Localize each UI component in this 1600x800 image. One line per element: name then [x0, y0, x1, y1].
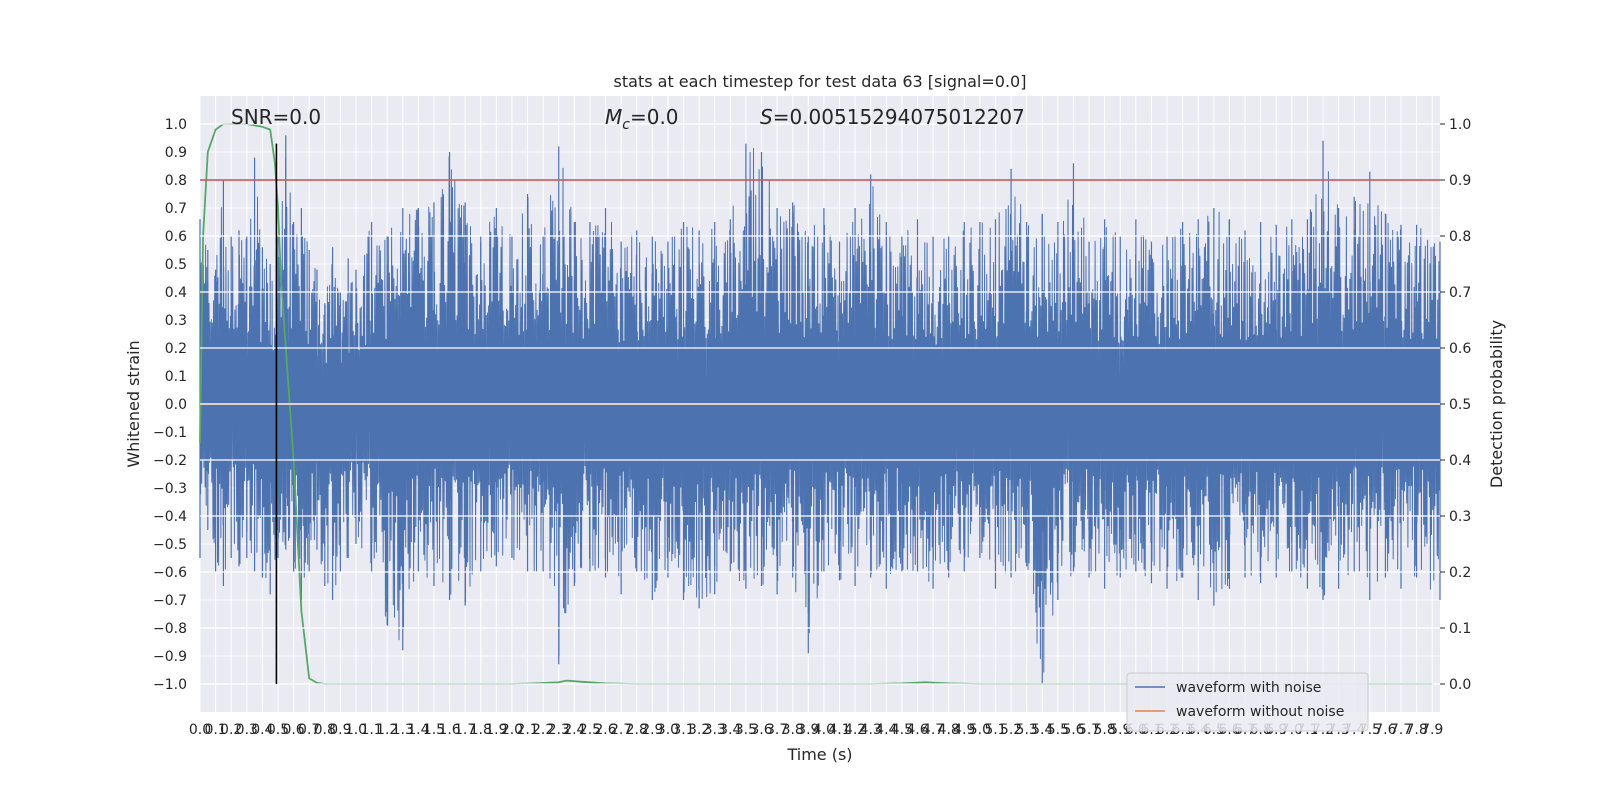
- x-axis-label: Time (s): [786, 745, 852, 764]
- y-right-tick-label: 0.5: [1449, 397, 1471, 413]
- y-tick-label: 0.8: [165, 173, 187, 189]
- y-tick-label: 0.6: [165, 229, 187, 245]
- y-tick-label: 0.3: [165, 313, 187, 329]
- y-right-tick-label: 0.0: [1449, 677, 1471, 693]
- y-right-tick-label: 1.0: [1449, 117, 1471, 133]
- y-tick-label: −0.9: [153, 649, 187, 665]
- y-tick-label: 0.7: [165, 201, 187, 217]
- y-right-tick-label: 0.6: [1449, 341, 1471, 357]
- s-value: =0.00515294075012207: [773, 105, 1025, 129]
- y-right-tick-label: 0.1: [1449, 621, 1471, 637]
- legend: waveform with noise waveform without noi…: [1127, 673, 1368, 731]
- y-tick-label: −0.2: [153, 453, 187, 469]
- y-axis-label: Whitened strain: [124, 340, 143, 467]
- y-right-tick-label: 0.2: [1449, 565, 1471, 581]
- snr-annotation: SNR=0.0: [231, 105, 321, 129]
- chirp-mass-symbol: M: [605, 105, 622, 129]
- y-right-axis-label: Detection probability: [1487, 320, 1506, 488]
- y-tick-label: −0.4: [153, 509, 187, 525]
- legend-label-with-noise: waveform with noise: [1176, 680, 1321, 696]
- y-tick-label: −0.6: [153, 565, 187, 581]
- y-tick-label: 1.0: [165, 117, 187, 133]
- chirp-mass-annotation: Mc=0.0: [605, 105, 679, 133]
- y-tick-label: −0.5: [153, 537, 187, 553]
- y-tick-label: 0.2: [165, 341, 187, 357]
- chirp-mass-value: =0.0: [630, 105, 679, 129]
- y-tick-label: 0.5: [165, 257, 187, 273]
- y-right-tick-label: 0.9: [1449, 173, 1471, 189]
- y-tick-label: 0.0: [165, 397, 187, 413]
- y-tick-label: −0.1: [153, 425, 187, 441]
- y-tick-label: 0.4: [165, 285, 187, 301]
- s-symbol: S: [760, 105, 773, 129]
- y-right-tick-label: 0.3: [1449, 509, 1471, 525]
- y-right-tick-label: 0.7: [1449, 285, 1471, 301]
- legend-label-without-noise: waveform without noise: [1176, 704, 1344, 720]
- y-tick-label: 0.9: [165, 145, 187, 161]
- y-tick-label: −0.3: [153, 481, 187, 497]
- y-tick-label: −1.0: [153, 677, 187, 693]
- y-tick-label: −0.7: [153, 593, 187, 609]
- s-annotation: S=0.00515294075012207: [760, 105, 1025, 129]
- chart-title: stats at each timestep for test data 63 …: [614, 72, 1027, 91]
- y-tick-label: −0.8: [153, 621, 187, 637]
- y-tick-label: 0.1: [165, 369, 187, 385]
- y-right-tick-label: 0.8: [1449, 229, 1471, 245]
- x-tick-label: 7.9: [1421, 722, 1443, 738]
- y-right-tick-label: 0.4: [1449, 453, 1471, 469]
